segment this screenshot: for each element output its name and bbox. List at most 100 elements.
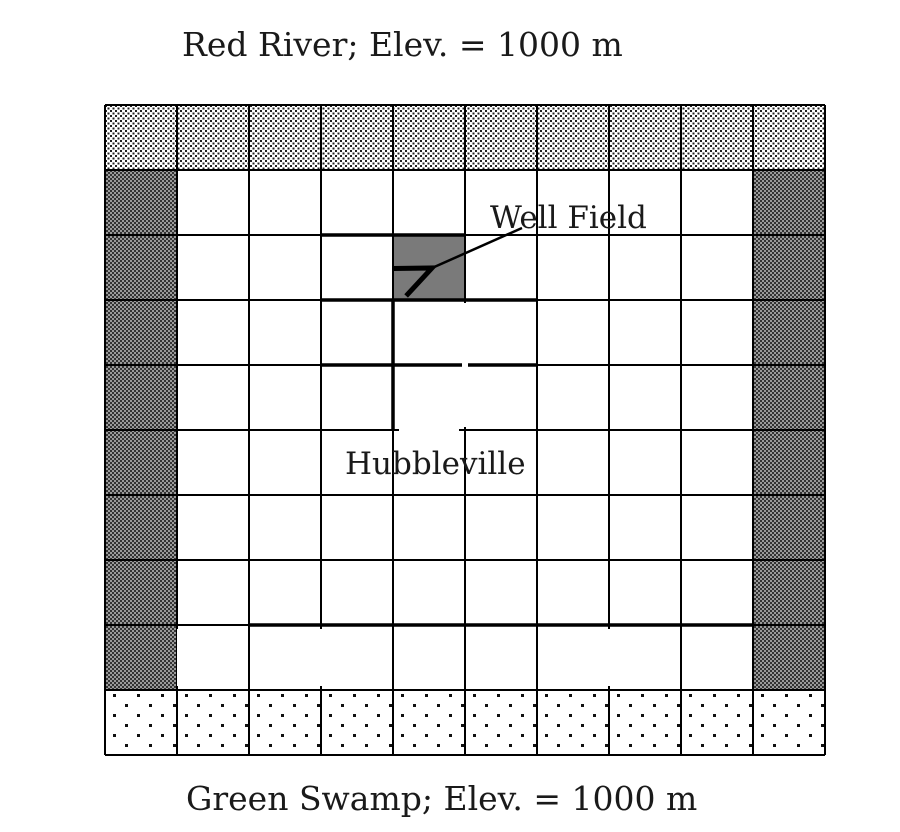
interior-cell <box>537 170 609 235</box>
interior-cell <box>465 560 537 625</box>
interior-cell <box>249 235 321 300</box>
red-river-cell <box>753 105 825 170</box>
interior-cell <box>249 560 321 625</box>
faded-gridline-segments <box>177 303 612 686</box>
interior-cell <box>177 495 249 560</box>
side-boundary-cell <box>105 495 177 560</box>
side-boundary-cell <box>753 170 825 235</box>
interior-cell <box>609 430 681 495</box>
interior-cell <box>177 170 249 235</box>
interior-cell <box>393 495 465 560</box>
side-boundary-cell <box>105 365 177 430</box>
side-boundary-cell <box>753 235 825 300</box>
interior-cell <box>609 170 681 235</box>
interior-cell <box>465 170 537 235</box>
side-boundary-cell <box>753 365 825 430</box>
interior-cell <box>249 170 321 235</box>
green-swamp-cell <box>393 690 465 755</box>
faded-segment <box>606 629 612 686</box>
interior-cell <box>465 365 537 430</box>
interior-cell <box>537 430 609 495</box>
interior-cell <box>681 365 753 430</box>
interior-cell <box>537 300 609 365</box>
well-field-label: Well Field <box>490 200 647 236</box>
faded-segment <box>399 427 459 433</box>
interior-cell <box>681 560 753 625</box>
interior-cell <box>393 365 465 430</box>
interior-cell <box>681 235 753 300</box>
red-river-label: Red River; Elev. = 1000 m <box>182 25 623 64</box>
interior-cell <box>681 170 753 235</box>
green-swamp-cell <box>177 690 249 755</box>
interior-cell <box>321 235 393 300</box>
side-boundary-cell <box>753 300 825 365</box>
interior-cell <box>177 365 249 430</box>
interior-cell <box>537 365 609 430</box>
green-swamp-cell <box>753 690 825 755</box>
well-field-outline <box>249 233 753 627</box>
interior-cell <box>609 300 681 365</box>
interior-cell <box>465 495 537 560</box>
side-boundary-cell <box>753 625 825 690</box>
red-river-cell <box>105 105 177 170</box>
interior-cell <box>465 235 537 300</box>
red-river-cell <box>537 105 609 170</box>
interior-cell <box>249 625 321 690</box>
green-swamp-cell <box>249 690 321 755</box>
interior-cell <box>465 300 537 365</box>
interior-cell <box>393 560 465 625</box>
interior-cell <box>393 300 465 365</box>
side-boundary-cell <box>753 560 825 625</box>
green-swamp-label: Green Swamp; Elev. = 1000 m <box>186 779 698 818</box>
interior-cell <box>321 300 393 365</box>
side-boundary-cell <box>105 430 177 495</box>
green-swamp-cell <box>105 690 177 755</box>
interior-cell <box>249 430 321 495</box>
green-swamp-cell <box>321 690 393 755</box>
interior-cell <box>609 495 681 560</box>
faded-segment <box>462 303 468 427</box>
interior-cell <box>609 625 681 690</box>
interior-cell <box>465 625 537 690</box>
side-boundary-cell <box>105 300 177 365</box>
green-swamp-cell <box>609 690 681 755</box>
hubbleville-label: Hubbleville <box>345 446 526 482</box>
interior-cell <box>177 560 249 625</box>
interior-cell <box>177 300 249 365</box>
interior-cell <box>537 235 609 300</box>
side-boundary-cell <box>105 625 177 690</box>
interior-cell <box>249 300 321 365</box>
red-river-cell <box>177 105 249 170</box>
interior-cell <box>321 495 393 560</box>
green-swamp-cell <box>465 690 537 755</box>
faded-segment <box>177 629 183 686</box>
interior-cell <box>537 625 609 690</box>
grid-cells <box>105 105 825 755</box>
interior-cell <box>681 430 753 495</box>
interior-cell <box>681 625 753 690</box>
interior-cell <box>393 625 465 690</box>
interior-cell <box>465 430 537 495</box>
red-river-cell <box>321 105 393 170</box>
well-field-cell <box>393 235 465 300</box>
interior-cell <box>609 560 681 625</box>
green-swamp-cell <box>537 690 609 755</box>
interior-cell <box>609 365 681 430</box>
interior-cell <box>321 170 393 235</box>
faded-segment <box>318 629 324 686</box>
interior-cell <box>321 625 393 690</box>
interior-cell <box>177 235 249 300</box>
red-river-cell <box>249 105 321 170</box>
side-boundary-cell <box>105 235 177 300</box>
interior-cell <box>249 365 321 430</box>
side-boundary-cell <box>105 560 177 625</box>
well-field-arrow <box>432 226 523 268</box>
interior-cell <box>249 495 321 560</box>
interior-cell <box>537 495 609 560</box>
red-river-cell <box>609 105 681 170</box>
side-boundary-cell <box>753 495 825 560</box>
red-river-cell <box>681 105 753 170</box>
interior-cell <box>393 430 465 495</box>
interior-cell <box>537 560 609 625</box>
